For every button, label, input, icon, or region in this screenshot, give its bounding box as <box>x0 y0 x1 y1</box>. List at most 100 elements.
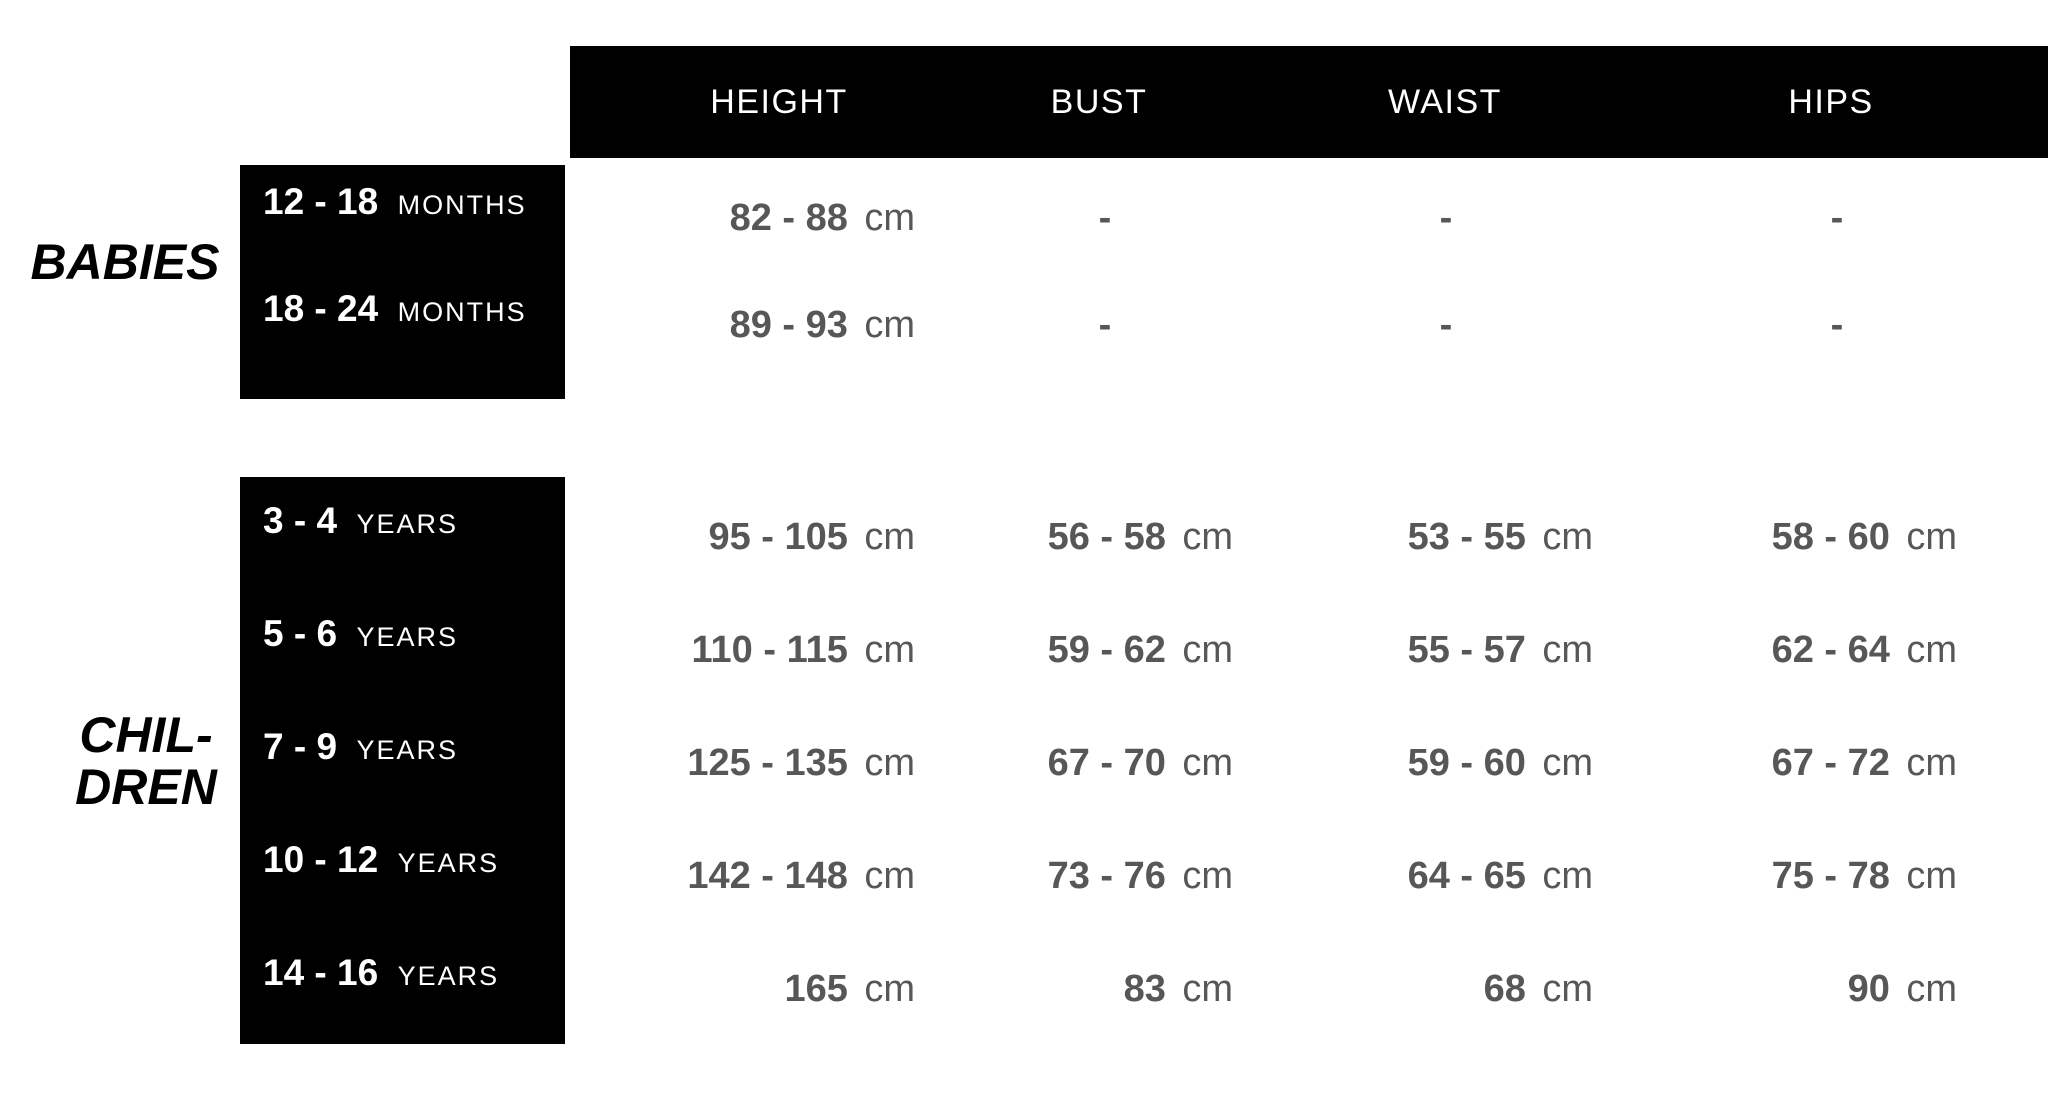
value-unit: cm <box>1542 742 1593 784</box>
value-unit: cm <box>1182 629 1233 671</box>
children-size-box <box>240 477 565 1044</box>
size-range: 12 - 18 <box>263 181 379 222</box>
group-label-children-line1: CHIL- <box>79 707 213 763</box>
value-unit: cm <box>1182 968 1233 1010</box>
value-number: 73 - 76 <box>1047 855 1166 897</box>
value-unit: cm <box>864 197 915 239</box>
value-number: 90 <box>1847 968 1890 1010</box>
group-label-children: CHIL- DREN <box>75 709 217 813</box>
cell-ch4-height: 142 - 148 cm <box>687 844 915 908</box>
value-number: 110 - 115 <box>691 629 848 671</box>
value-unit: cm <box>1906 742 1957 784</box>
cell-ch2-height: 110 - 115 cm <box>692 618 916 682</box>
size-label-18-24-months: 18 - 24 MONTHS <box>263 277 527 341</box>
value-unit: cm <box>864 629 915 671</box>
cell-ch1-height: 95 - 105 cm <box>708 505 915 569</box>
cell-babies2-height: 89 - 93 cm <box>730 293 915 357</box>
value-number: 68 <box>1483 968 1526 1010</box>
babies-size-box <box>240 165 565 399</box>
cell-ch5-hips: 90 cm <box>1848 957 1957 1021</box>
value-unit: cm <box>1182 742 1233 784</box>
group-label-babies: BABIES <box>31 236 220 288</box>
value-number: 142 - 148 <box>687 855 848 897</box>
value-number: 64 - 65 <box>1407 855 1526 897</box>
size-unit: YEARS <box>397 961 500 991</box>
cell-ch4-hips: 75 - 78 cm <box>1772 844 1957 908</box>
value-unit: cm <box>1906 629 1957 671</box>
size-range: 5 - 6 <box>263 613 338 654</box>
cell-babies1-hips: - <box>1830 197 1844 239</box>
column-header-hips: HIPS <box>1788 83 1874 121</box>
cell-babies2-hips: - <box>1830 304 1844 346</box>
value-number: 55 - 57 <box>1407 629 1526 671</box>
size-range: 18 - 24 <box>263 288 379 329</box>
value-number: 75 - 78 <box>1771 855 1890 897</box>
value-number: 53 - 55 <box>1407 516 1526 558</box>
cell-ch5-bust: 83 cm <box>1124 957 1233 1021</box>
cell-ch2-waist: 55 - 57 cm <box>1408 618 1593 682</box>
value-number: 62 - 64 <box>1771 629 1890 671</box>
cell-ch3-waist: 59 - 60 cm <box>1408 731 1593 795</box>
value-number: 89 - 93 <box>729 304 848 346</box>
cell-ch5-waist: 68 cm <box>1484 957 1593 1021</box>
size-label-3-4-years: 3 - 4 YEARS <box>263 489 458 553</box>
size-range: 14 - 16 <box>263 952 379 993</box>
size-unit: MONTHS <box>397 190 527 220</box>
cell-babies1-height: 82 - 88 cm <box>730 186 915 250</box>
value-unit: cm <box>1182 855 1233 897</box>
size-unit: YEARS <box>356 735 459 765</box>
value-number: 59 - 62 <box>1047 629 1166 671</box>
cell-ch3-height: 125 - 135 cm <box>687 731 915 795</box>
size-range: 7 - 9 <box>263 726 338 767</box>
cell-babies1-waist: - <box>1439 197 1453 239</box>
cell-ch5-height: 165 cm <box>784 957 915 1021</box>
size-label-12-18-months: 12 - 18 MONTHS <box>263 170 527 234</box>
value-number: 82 - 88 <box>729 197 848 239</box>
value-number: 83 <box>1123 968 1166 1010</box>
column-header-height: HEIGHT <box>710 83 848 121</box>
size-label-5-6-years: 5 - 6 YEARS <box>263 602 458 666</box>
value-number: 59 - 60 <box>1407 742 1526 784</box>
size-unit: MONTHS <box>397 297 527 327</box>
size-unit: YEARS <box>356 509 459 539</box>
value-unit: cm <box>864 742 915 784</box>
cell-ch1-bust: 56 - 58 cm <box>1048 505 1233 569</box>
cell-ch1-waist: 53 - 55 cm <box>1408 505 1593 569</box>
size-range: 3 - 4 <box>263 500 338 541</box>
value-number: 67 - 70 <box>1047 742 1166 784</box>
group-label-children-line2: DREN <box>75 759 217 815</box>
cell-ch1-hips: 58 - 60 cm <box>1772 505 1957 569</box>
value-unit: cm <box>1542 855 1593 897</box>
value-unit: cm <box>864 516 915 558</box>
value-unit: cm <box>1906 516 1957 558</box>
cell-ch4-bust: 73 - 76 cm <box>1048 844 1233 908</box>
value-number: 58 - 60 <box>1771 516 1890 558</box>
size-unit: YEARS <box>356 622 459 652</box>
cell-ch4-waist: 64 - 65 cm <box>1408 844 1593 908</box>
value-unit: cm <box>1542 516 1593 558</box>
cell-ch3-hips: 67 - 72 cm <box>1772 731 1957 795</box>
cell-babies2-waist: - <box>1439 304 1453 346</box>
value-number: 56 - 58 <box>1047 516 1166 558</box>
cell-babies2-bust: - <box>1098 304 1112 346</box>
size-unit: YEARS <box>397 848 500 878</box>
value-unit: cm <box>864 304 915 346</box>
value-unit: cm <box>1542 629 1593 671</box>
value-number: 67 - 72 <box>1771 742 1890 784</box>
group-label-babies-line: BABIES <box>30 234 220 290</box>
cell-ch2-bust: 59 - 62 cm <box>1048 618 1233 682</box>
value-number: 165 <box>784 968 848 1010</box>
cell-ch2-hips: 62 - 64 cm <box>1772 618 1957 682</box>
cell-ch3-bust: 67 - 70 cm <box>1048 731 1233 795</box>
value-number: 95 - 105 <box>708 516 848 558</box>
value-number: 125 - 135 <box>687 742 848 784</box>
cell-babies1-bust: - <box>1098 197 1112 239</box>
value-unit: cm <box>864 968 915 1010</box>
value-unit: cm <box>1906 968 1957 1010</box>
size-label-14-16-years: 14 - 16 YEARS <box>263 941 499 1005</box>
value-unit: cm <box>1542 968 1593 1010</box>
value-unit: cm <box>1906 855 1957 897</box>
size-range: 10 - 12 <box>263 839 379 880</box>
value-unit: cm <box>864 855 915 897</box>
